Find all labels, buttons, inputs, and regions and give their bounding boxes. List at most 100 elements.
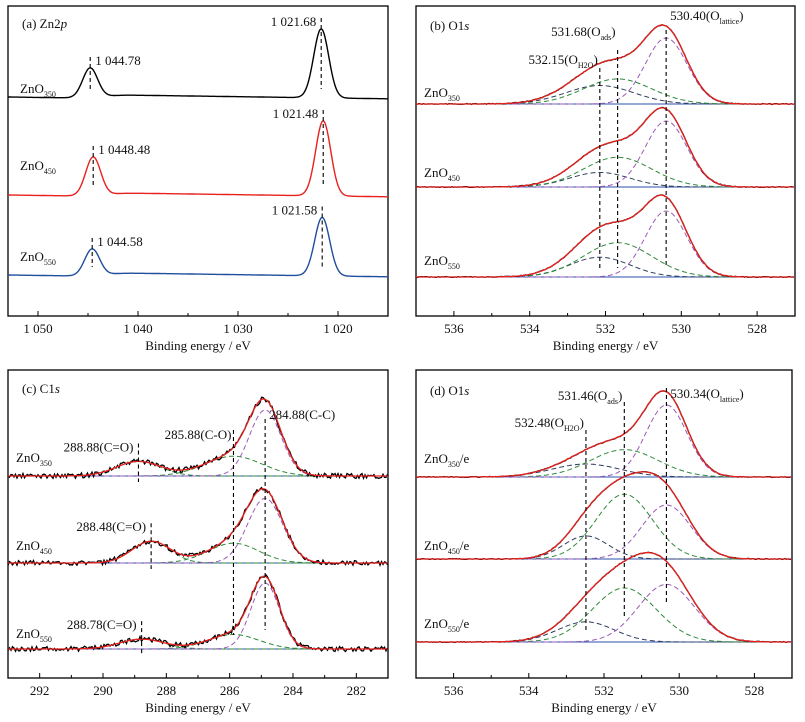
spectrum-line-zno550 [8, 216, 388, 278]
sample-label: ZnO450 [20, 158, 56, 176]
x-axis-label: Binding energy / eV [551, 700, 657, 715]
sample-label: ZnO550 [20, 249, 56, 267]
plot-frame [415, 5, 796, 317]
component-c-o [8, 542, 388, 564]
component-o-h2o [416, 535, 791, 560]
fitted-envelope [416, 24, 794, 105]
sample-label: ZnO550/e [424, 616, 469, 634]
x-tick-label: 1 030 [223, 321, 252, 336]
peak-label: 288.88(C=O) [64, 439, 134, 454]
component-o-ads [416, 493, 791, 560]
panel-b-o1s: 536 534 532 530 528 Binding energy / eV (b) O1… [415, 5, 796, 353]
component-o-lattice [416, 504, 791, 560]
x-tick-label: 536 [444, 321, 464, 336]
fitted-envelope [416, 194, 794, 278]
sample-label: ZnO450 [16, 538, 52, 556]
x-tick-label: 1 020 [323, 321, 352, 336]
panel-title: (a) Zn2p [22, 16, 68, 31]
x-tick-label: 532 [594, 683, 614, 698]
plot-frame [415, 369, 793, 679]
component-c-o [8, 634, 388, 650]
reference-label: 531.68(Oads) [551, 24, 615, 42]
component-o-ads [416, 242, 794, 278]
peak-label: 1 021.68 [271, 14, 317, 29]
fitted-envelope [8, 398, 388, 477]
sample-label: ZnO450 [424, 165, 460, 183]
x-tick-label: 534 [520, 321, 540, 336]
component-o-h2o [416, 85, 794, 105]
reference-label: 532.48(OH2O) [515, 415, 584, 433]
measured-spectrum [7, 486, 389, 567]
x-tick-label: 536 [444, 683, 464, 698]
panel-title: (d) O1s [430, 383, 469, 398]
spectrum-line-zno350 [8, 28, 388, 100]
component-o-h2o [416, 463, 791, 478]
component-o-ads [416, 78, 794, 105]
fitted-envelope [416, 552, 791, 643]
component-o-lattice [416, 583, 791, 643]
sample-label: ZnO550 [424, 253, 460, 271]
sample-label: ZnO450/e [424, 538, 469, 556]
component-o-lattice [416, 37, 794, 105]
reference-label: 530.40(Olattice) [670, 8, 743, 26]
peak-label: 288.78(C=O) [67, 617, 137, 632]
panel-a-zn2p: 1 050 1 040 1 030 1 020 Binding energy / eV (… [7, 5, 389, 353]
peak-label: 1 021.58 [272, 203, 318, 218]
component-c-o [8, 540, 388, 564]
panel-title: (c) C1s [22, 381, 60, 396]
component-o-lattice [416, 210, 794, 278]
component-o-lattice [416, 120, 794, 188]
fitted-envelope [8, 488, 388, 564]
fitted-envelope [8, 575, 388, 650]
x-axis-label: Binding energy / eV [145, 338, 251, 353]
x-tick-label: 284 [283, 683, 303, 698]
component-o-h2o [416, 172, 794, 188]
component-o-ads [416, 449, 791, 478]
reference-label: 532.15(OH2O) [528, 52, 597, 70]
x-tick-label: 532 [596, 321, 616, 336]
measured-spectrum [415, 106, 795, 189]
x-axis-label: Binding energy / eV [145, 700, 251, 715]
sample-label: ZnO550 [16, 626, 52, 644]
x-tick-label: 286 [220, 683, 240, 698]
x-tick-label: 288 [157, 683, 177, 698]
x-tick-label: 530 [672, 321, 692, 336]
fitted-envelope [416, 390, 791, 478]
panel-title: (b) O1s [430, 18, 469, 33]
x-tick-label: 528 [747, 321, 767, 336]
x-tick-label: 1 040 [123, 321, 152, 336]
peak-label: 1 044.58 [97, 234, 143, 249]
peak-label: 1 044.78 [95, 53, 141, 68]
reference-label: 285.88(C-O) [165, 427, 232, 442]
sample-label: ZnO350 [424, 85, 460, 103]
reference-label: 530.34(Olattice) [670, 386, 743, 404]
reference-label: 531.46(Oads) [558, 388, 622, 406]
sample-label: ZnO350/e [424, 451, 469, 469]
reference-label: 284.88(C-C) [269, 407, 335, 422]
measured-spectrum [415, 470, 791, 561]
x-axis-label: Binding energy / eV [553, 338, 659, 353]
component-o-h2o [416, 256, 794, 278]
peak-label: 1 021.48 [273, 106, 319, 121]
measured-spectrum [415, 551, 791, 644]
fitted-envelope [416, 107, 794, 188]
x-tick-label: 282 [347, 683, 367, 698]
sample-label: ZnO350 [20, 81, 56, 99]
peak-label: 1 0448.48 [98, 142, 150, 157]
measured-spectrum [7, 573, 389, 653]
x-tick-label: 528 [745, 683, 765, 698]
measured-spectrum [415, 194, 795, 279]
sample-label: ZnO350 [16, 450, 52, 468]
x-tick-label: 534 [519, 683, 539, 698]
component-c-c [8, 582, 388, 650]
x-tick-label: 292 [30, 683, 50, 698]
peak-label: 288.48(C=O) [76, 519, 146, 534]
panel-d-o1s-etched: 536 534 532 530 528 Binding energy / eV (d) O1… [415, 369, 793, 715]
spectrum-line-zno450 [8, 120, 388, 198]
component-o-ads [416, 587, 791, 643]
component-o-ads [416, 156, 794, 188]
x-tick-label: 290 [93, 683, 113, 698]
fitted-envelope [416, 471, 791, 560]
x-tick-label: 1 050 [23, 321, 52, 336]
